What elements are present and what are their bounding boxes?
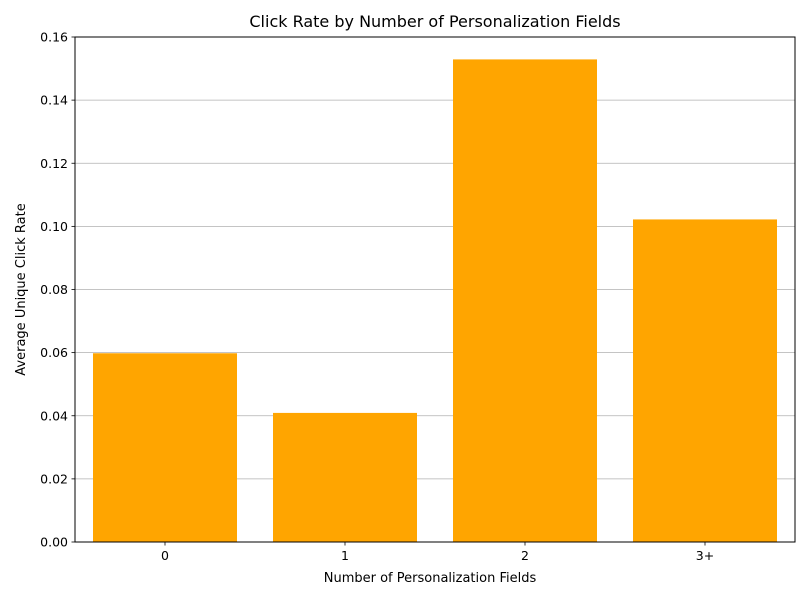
- y-tick-label: 0.00: [40, 535, 68, 550]
- bar-1: [273, 412, 417, 542]
- x-tick-label: 0: [161, 548, 169, 563]
- y-tick-label: 0.06: [40, 345, 68, 360]
- bar-2: [453, 59, 597, 543]
- y-tick-label: 0.12: [40, 156, 68, 171]
- chart-title: Click Rate by Number of Personalization …: [249, 12, 620, 31]
- y-tick-label: 0.08: [40, 282, 68, 297]
- y-tick-label: 0.04: [40, 408, 68, 423]
- x-tick-label: 1: [341, 548, 349, 563]
- bars: [93, 59, 777, 543]
- y-tick-label: 0.16: [40, 30, 68, 45]
- y-axis-label: Average Unique Click Rate: [14, 203, 29, 375]
- x-tick-label: 3+: [696, 548, 714, 563]
- x-axis-label: Number of Personalization Fields: [324, 571, 537, 586]
- y-tick-label: 0.02: [40, 471, 68, 486]
- y-tick-label: 0.14: [40, 93, 68, 108]
- x-tick-label: 2: [521, 548, 529, 563]
- bar-3-plus: [633, 219, 777, 542]
- y-tick-label: 0.10: [40, 219, 68, 234]
- bar-0: [93, 353, 237, 542]
- ticks: 0.00 0.02 0.04 0.06 0.08 0.10 0.12 0.14 0.16 0 1 2 3…: [40, 30, 714, 564]
